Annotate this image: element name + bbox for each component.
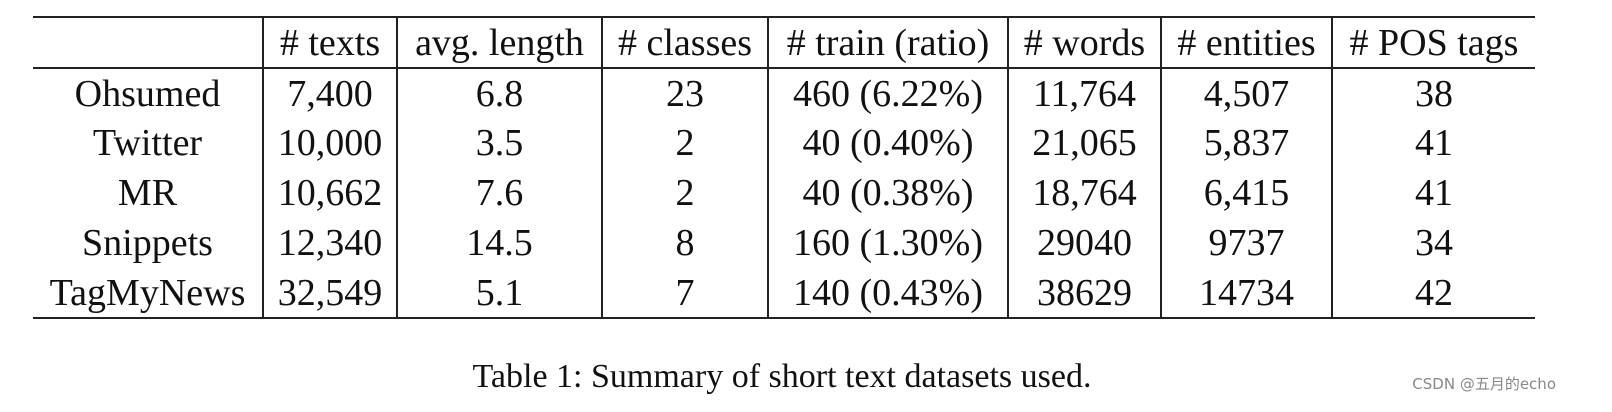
header-row: # texts avg. length # classes # train (rati…: [33, 17, 1535, 68]
table-cell: 3.5: [396, 118, 602, 168]
data-table: # texts avg. length # classes # train (rati…: [33, 16, 1535, 319]
table-row: TagMyNews 32,549 5.1 7 140 (0.43%) 38629 14734…: [33, 268, 1535, 318]
table-cell: 2: [601, 168, 768, 218]
table-cell: 4,507: [1160, 68, 1332, 118]
row-label: Snippets: [82, 222, 213, 264]
table-row: Twitter 10,000 3.5 2 40 (0.40%) 21,065 5,837 41: [33, 118, 1535, 168]
header-cell: # train (ratio): [767, 17, 1008, 68]
row-label: MR: [117, 172, 178, 214]
table-cell: 8: [601, 218, 768, 268]
table-row: MR 10,662 7.6 2 40 (0.38%) 18,764 6,415 41: [33, 168, 1535, 218]
table-cell: 9737: [1160, 218, 1332, 268]
table-cell: 41: [1331, 168, 1535, 218]
table-cell: 460 (6.22%): [767, 68, 1008, 118]
table-cell: 21,065: [1007, 118, 1161, 168]
corner-cell: [33, 17, 263, 68]
table-cell: 18,764: [1007, 168, 1161, 218]
watermark: CSDN @五月的echo: [1412, 375, 1556, 393]
header-cell: avg. length: [396, 17, 602, 68]
table-row: Snippets 12,340 14.5 8 160 (1.30%) 29040 9737 3…: [33, 218, 1535, 268]
row-label: Twitter: [92, 122, 203, 164]
table-cell: 2: [601, 118, 768, 168]
table-cell: 140 (0.43%): [767, 268, 1008, 318]
table-body: Ohsumed 7,400 6.8 23 460 (6.22%) 11,764 4,507 3…: [33, 68, 1535, 318]
table-cell: 23: [601, 68, 768, 118]
caption: Table 1: Summary of short text datasets …: [472, 358, 1092, 395]
table-cell: 14.5: [396, 218, 602, 268]
header-cell: # words: [1007, 17, 1161, 68]
table-cell: 6.8: [396, 68, 602, 118]
header-cell: # entities: [1160, 17, 1332, 68]
table-cell: 41: [1331, 118, 1535, 168]
header-cell: # classes: [601, 17, 768, 68]
table-cell: 7.6: [396, 168, 602, 218]
row-label: TagMyNews: [49, 271, 246, 314]
header-cell: # texts: [262, 17, 397, 68]
table-cell: 29040: [1007, 218, 1161, 268]
table-cell: 32,549: [262, 268, 397, 318]
table-cell: 38629: [1007, 268, 1161, 318]
table-cell: 5.1: [396, 268, 602, 318]
table-cell: 10,000: [262, 118, 397, 168]
table-cell: 5,837: [1160, 118, 1332, 168]
table-cell: 12,340: [262, 218, 397, 268]
table-cell: 10,662: [262, 168, 397, 218]
table-cell: 160 (1.30%): [767, 218, 1008, 268]
table-cell: 38: [1331, 68, 1535, 118]
table-cell: 7: [601, 268, 768, 318]
table-row: Ohsumed 7,400 6.8 23 460 (6.22%) 11,764 4,507 3…: [33, 68, 1535, 118]
row-label: Ohsumed: [74, 72, 221, 115]
table-cell: 34: [1331, 218, 1535, 268]
table-cell: 40 (0.38%): [767, 168, 1008, 218]
table-cell: 7,400: [262, 68, 397, 118]
table-cell: 11,764: [1007, 68, 1161, 118]
table-cell: 40 (0.40%): [767, 118, 1008, 168]
table-cell: 14734: [1160, 268, 1332, 318]
header-cell: # POS tags: [1331, 17, 1535, 68]
table-cell: 6,415: [1160, 168, 1332, 218]
table-cell: 42: [1331, 268, 1535, 318]
